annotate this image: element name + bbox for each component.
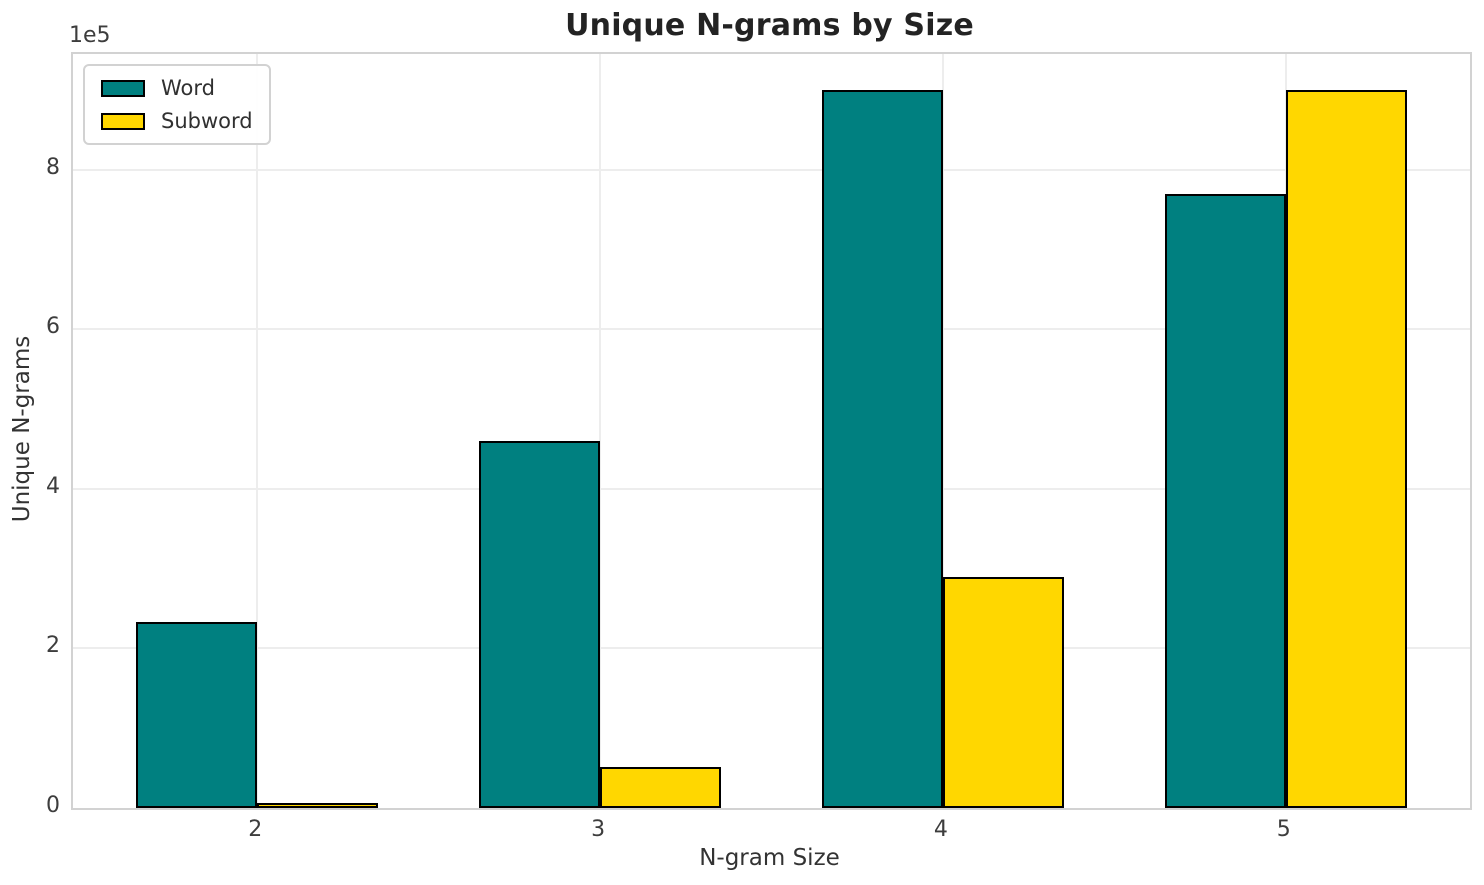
gridline-x-2 [256, 54, 259, 808]
y-tick-label-4: 4 [46, 473, 60, 499]
bar-word-5 [1164, 193, 1286, 808]
y-axis-offset-label: 1e5 [69, 23, 111, 48]
legend-label-subword: Subword [161, 109, 253, 133]
y-tick-label-8: 8 [46, 154, 60, 180]
gridline-y-6 [73, 328, 1470, 331]
bar-subword-5 [1285, 89, 1407, 808]
bar-subword-4 [942, 576, 1064, 808]
x-tick-label-4: 4 [933, 817, 948, 842]
gridline-y-2 [73, 647, 1470, 650]
legend-item-subword: Subword [101, 108, 253, 134]
x-axis-label: N-gram Size [699, 845, 840, 871]
legend: Word Subword [83, 64, 271, 145]
plot-area: Word Subword [71, 52, 1472, 810]
y-tick-label-2: 2 [46, 633, 60, 659]
bar-subword-2 [257, 803, 379, 808]
chart-title: Unique N-grams by Size [565, 8, 974, 43]
x-tick-label-3: 3 [591, 817, 606, 842]
bar-word-3 [479, 440, 601, 808]
legend-item-word: Word [101, 75, 253, 101]
legend-swatch-word-icon [101, 79, 145, 97]
x-tick-label-2: 2 [248, 817, 263, 842]
gridline-y-4 [73, 487, 1470, 490]
bar-word-4 [821, 89, 943, 808]
legend-label-word: Word [161, 76, 215, 100]
y-tick-label-0: 0 [46, 793, 60, 818]
y-tick-label-6: 6 [46, 314, 60, 340]
gridline-y-8 [73, 168, 1470, 171]
x-tick-label-5: 5 [1276, 817, 1291, 842]
gridline-x-3 [599, 54, 602, 808]
legend-swatch-subword-icon [101, 112, 145, 130]
gridline-x-4 [941, 54, 944, 808]
bar-word-2 [136, 622, 258, 808]
bar-subword-3 [600, 766, 722, 808]
